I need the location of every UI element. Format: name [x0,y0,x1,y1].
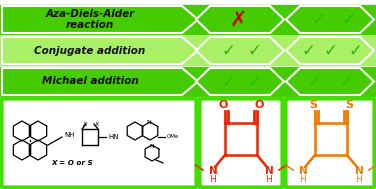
Polygon shape [196,6,284,33]
Text: ✓: ✓ [311,11,325,29]
Text: N: N [150,143,155,149]
Text: ✓: ✓ [323,42,337,60]
Polygon shape [286,37,374,64]
Text: H: H [356,176,362,184]
Bar [0,65,376,66]
Text: OMe: OMe [167,135,179,139]
Text: N: N [147,119,152,125]
Text: H: H [265,176,272,184]
Bar [0,36,376,65]
Text: Conjugate addition: Conjugate addition [34,46,146,56]
Text: N: N [209,166,217,176]
Bar [0,5,376,34]
Polygon shape [2,37,198,64]
Text: N: N [265,166,273,176]
Text: N: N [355,166,363,176]
Text: X = O or S: X = O or S [51,160,93,166]
FancyBboxPatch shape [200,98,282,187]
Text: ✓: ✓ [221,42,235,60]
Text: X: X [82,122,86,126]
Text: ✓: ✓ [247,73,261,91]
Text: ✓: ✓ [339,73,353,91]
Polygon shape [2,68,198,95]
Text: ✓: ✓ [307,73,321,91]
Text: S: S [345,100,353,110]
Text: N: N [299,166,307,176]
Text: H: H [210,176,216,184]
Bar [0,96,376,97]
FancyBboxPatch shape [285,98,374,187]
Text: ✓: ✓ [348,42,362,60]
Text: X: X [94,122,98,126]
Polygon shape [196,37,284,64]
Text: ✓: ✓ [221,73,235,91]
Polygon shape [196,68,284,95]
Text: ✓: ✓ [341,11,355,29]
FancyBboxPatch shape [2,98,197,187]
Text: ✗: ✗ [229,9,247,29]
Text: O: O [218,100,228,110]
Bar [0,34,376,35]
Polygon shape [286,68,374,95]
Text: ✓: ✓ [301,42,315,60]
Text: ✓: ✓ [247,42,261,60]
Text: Michael addition: Michael addition [42,77,138,87]
Text: Aza-Diels-Alder
reaction: Aza-Diels-Alder reaction [45,9,135,30]
Bar [0,67,376,96]
Text: NH: NH [64,132,74,138]
Text: HN: HN [108,134,118,140]
Text: O: O [254,100,264,110]
Text: S: S [309,100,317,110]
Polygon shape [2,6,198,33]
Polygon shape [286,6,374,33]
Text: H: H [300,176,306,184]
